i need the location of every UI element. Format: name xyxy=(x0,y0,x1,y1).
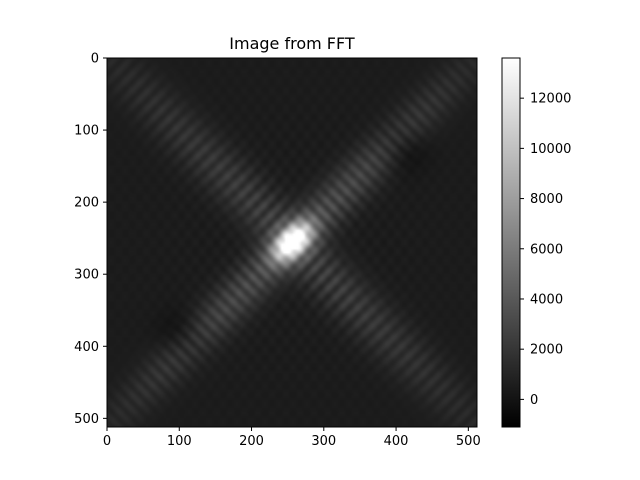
y-tick-label: 0 xyxy=(91,52,99,67)
y-tick-label: 300 xyxy=(74,268,99,283)
heatmap-image xyxy=(107,58,477,427)
x-tick-label: 0 xyxy=(103,434,111,449)
y-tick-label: 200 xyxy=(74,196,99,211)
colorbar-tick-label: 0 xyxy=(530,393,538,408)
colorbar-gradient xyxy=(502,58,520,427)
colorbar-tick-label: 12000 xyxy=(530,92,571,107)
colorbar-tick-label: 4000 xyxy=(530,292,563,307)
x-tick-label: 400 xyxy=(384,434,409,449)
y-tick-label: 400 xyxy=(74,340,99,355)
colorbar-tick-label: 10000 xyxy=(530,142,571,157)
x-tick-label: 300 xyxy=(311,434,336,449)
x-tick-label: 200 xyxy=(239,434,264,449)
chart-title: Image from FFT xyxy=(229,34,355,53)
y-tick-label: 100 xyxy=(74,124,99,139)
x-tick-label: 100 xyxy=(167,434,192,449)
colorbar-tick-label: 2000 xyxy=(530,343,563,358)
heatmap-raster xyxy=(107,58,477,427)
x-tick-label: 500 xyxy=(456,434,481,449)
colorbar-tick-label: 6000 xyxy=(530,242,563,257)
colorbar-tick-label: 8000 xyxy=(530,192,563,207)
y-tick-label: 500 xyxy=(74,412,99,427)
